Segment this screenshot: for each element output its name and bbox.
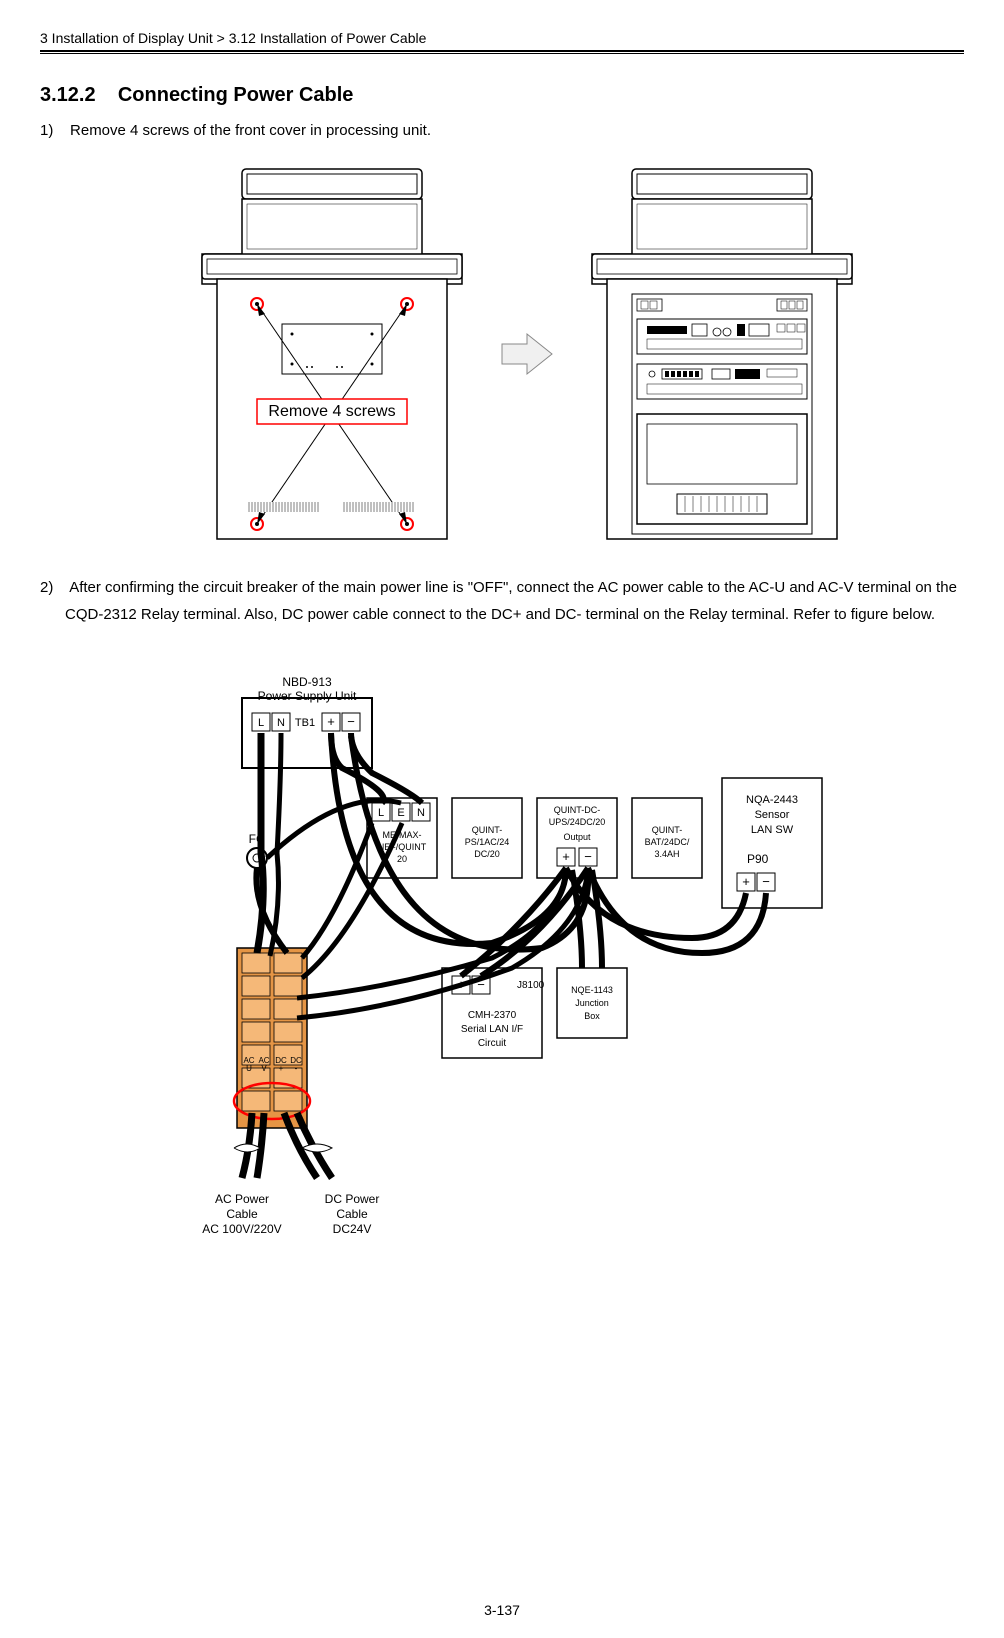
step-1-text: Remove 4 screws of the front cover in pr… (70, 122, 431, 139)
svg-text:NEF/QUINT: NEF/QUINT (378, 842, 427, 852)
svg-text:AC Power: AC Power (215, 1192, 269, 1206)
svg-text:NBD-913: NBD-913 (282, 675, 332, 689)
svg-text:+: + (562, 849, 570, 864)
svg-text:QUINT-: QUINT- (472, 825, 503, 835)
svg-text:AC 100V/220V: AC 100V/220V (202, 1222, 281, 1236)
svg-text:ME-MAX-: ME-MAX- (383, 830, 422, 840)
svg-text:Cable: Cable (336, 1207, 368, 1221)
section-heading: 3.12.2 Connecting Power Cable (40, 84, 964, 107)
svg-text:TB1: TB1 (295, 717, 315, 729)
svg-text:+: + (327, 714, 335, 729)
svg-text:L: L (258, 717, 264, 729)
svg-text:DC Power: DC Power (325, 1192, 380, 1206)
svg-text:3.4AH: 3.4AH (654, 849, 679, 859)
unit-left-svg: Remove 4 screws (187, 164, 477, 544)
svg-text:Serial LAN I/F: Serial LAN I/F (461, 1024, 523, 1035)
svg-text:DC24V: DC24V (333, 1222, 372, 1236)
svg-text:BAT/24DC/: BAT/24DC/ (645, 837, 690, 847)
svg-text:P90: P90 (747, 852, 769, 866)
header-rule (40, 50, 964, 54)
svg-text:20: 20 (397, 854, 407, 864)
breadcrumb: 3 Installation of Display Unit > 3.12 In… (40, 30, 964, 46)
section-title: Connecting Power Cable (118, 84, 354, 106)
step-2: 2) After confirming the circuit breaker … (40, 574, 964, 628)
svg-text:CMH-2370: CMH-2370 (468, 1010, 517, 1021)
svg-text:Power Supply Unit: Power Supply Unit (258, 689, 357, 703)
svg-text:QUINT-: QUINT- (652, 825, 683, 835)
page-number: 3-137 (0, 1602, 1004, 1618)
svg-text:UPS/24DC/20: UPS/24DC/20 (549, 817, 606, 827)
svg-text:U: U (246, 1064, 252, 1073)
svg-text:J8100: J8100 (517, 980, 545, 991)
figure-1-container: Remove 4 screws (90, 164, 964, 544)
remove-screws-label: Remove 4 screws (268, 403, 395, 420)
svg-text:Sensor: Sensor (755, 809, 790, 821)
step-2-number: 2) (40, 579, 53, 596)
svg-text:−: − (762, 874, 770, 889)
svg-text:N: N (277, 717, 285, 729)
svg-text:+: + (742, 874, 750, 889)
svg-text:Cable: Cable (226, 1207, 258, 1221)
figure-2-container: NBD-913 Power Supply Unit L N TB1 + − FG… (40, 658, 964, 1258)
svg-text:QUINT-DC-: QUINT-DC- (554, 805, 601, 815)
svg-text:DC/20: DC/20 (474, 849, 500, 859)
svg-text:Junction: Junction (575, 998, 609, 1008)
svg-text:PS/1AC/24: PS/1AC/24 (465, 837, 510, 847)
step-2-text: After confirming the circuit breaker of … (65, 579, 957, 623)
unit-right-svg (577, 164, 867, 544)
svg-text:−: − (347, 714, 355, 729)
svg-text:+: + (279, 1064, 284, 1073)
step-1-number: 1) (40, 122, 53, 139)
step-1: 1) Remove 4 screws of the front cover in… (40, 117, 964, 144)
svg-text:−: − (584, 849, 592, 864)
svg-text:NQE-1143: NQE-1143 (571, 985, 613, 995)
svg-text:LAN SW: LAN SW (751, 824, 794, 836)
svg-text:E: E (397, 807, 404, 819)
svg-text:Box: Box (584, 1011, 600, 1021)
svg-text:N: N (417, 807, 425, 819)
section-number: 3.12.2 (40, 84, 96, 106)
svg-text:NQA-2443: NQA-2443 (746, 794, 798, 806)
svg-text:-: - (295, 1064, 298, 1073)
arrow-icon (497, 324, 557, 384)
svg-text:Circuit: Circuit (478, 1038, 507, 1049)
svg-text:L: L (378, 807, 384, 819)
svg-text:V: V (261, 1064, 267, 1073)
wiring-diagram-svg: NBD-913 Power Supply Unit L N TB1 + − FG… (142, 658, 862, 1258)
svg-text:Output: Output (563, 832, 591, 842)
